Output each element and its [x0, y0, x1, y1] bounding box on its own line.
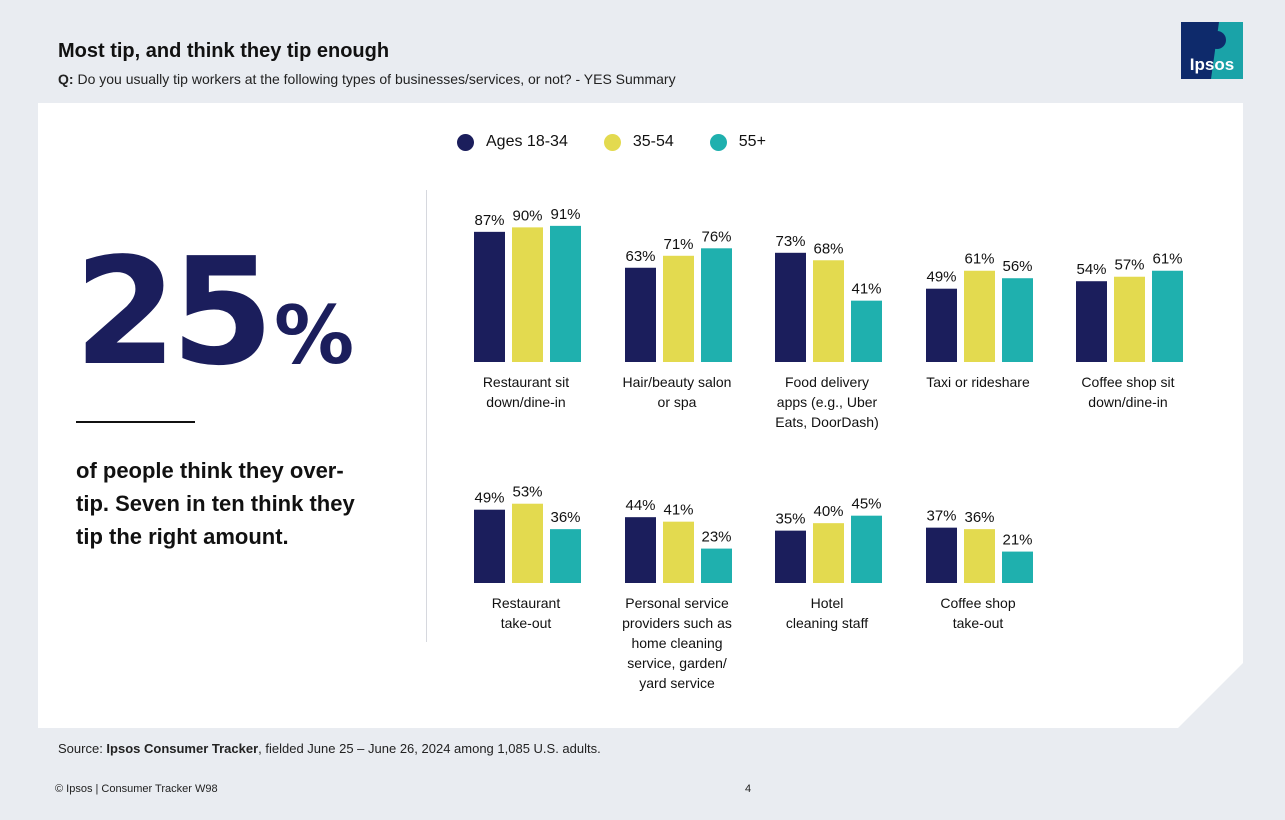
category-label-3: Food delivery apps (e.g., Uber Eats, DoorD… [752, 372, 902, 432]
question: Q: Do you usually tip workers at the fol… [58, 71, 676, 87]
category-label-line: take-out [500, 615, 552, 631]
logo-text: Ipsos [1190, 55, 1234, 74]
legend-dot-18-34 [457, 133, 474, 151]
category-label-line: Personal service [625, 595, 729, 611]
legend-label-18-34: Ages 18-34 [486, 133, 568, 150]
category-label-line: Hair/beauty salon [622, 374, 732, 390]
source-note: Source: Ipsos Consumer Tracker, fielded … [58, 741, 601, 756]
big-stat-percent: % [273, 289, 355, 382]
category-label-line: Hotel [810, 595, 844, 611]
category-label-line: providers such as [622, 615, 732, 631]
stat-description: of people think they over-tip. Seven in … [76, 458, 355, 549]
page-title: Most tip, and think they tip enough [58, 40, 390, 62]
question-text: Do you usually tip workers at the follow… [77, 71, 676, 87]
category-label-8: Hotel cleaning staff [752, 593, 902, 633]
category-label-7: Personal service providers such as home cl… [602, 593, 752, 693]
category-label-line: Coffee shop sit [1081, 374, 1175, 390]
legend-dot-55-plus [709, 133, 727, 151]
category-label-line: service, garden/ [627, 655, 727, 671]
legend-label-55-plus: 55+ [738, 133, 766, 150]
category-label-line: or spa [657, 394, 697, 410]
category-label-line: down/dine-in [486, 394, 566, 410]
category-label-line: cleaning staff [785, 615, 869, 631]
legend-item-35-54: 35-54 [603, 133, 674, 151]
source-name: Ipsos Consumer Tracker [106, 741, 259, 756]
category-label-1: Restaurant sit down/dine-in [451, 372, 601, 412]
category-label-line: down/dine-in [1088, 394, 1168, 410]
stat-divider [76, 421, 195, 423]
source-prefix: Source: [58, 741, 107, 756]
category-label-line: home cleaning [631, 635, 723, 651]
vertical-divider [426, 190, 427, 642]
legend-item-18-34: Ages 18-34 [457, 133, 568, 151]
chart-legend: Ages 18-34 35-54 55+ [457, 133, 802, 151]
legend-dot-35-54 [603, 133, 621, 151]
ipsos-logo: Ipsos [1181, 22, 1243, 79]
legend-item-55-plus: 55+ [709, 133, 766, 151]
category-label-2: Hair/beauty salon or spa [602, 372, 752, 412]
category-label-line: Coffee shop [940, 595, 1016, 611]
category-label-line: yard service [639, 675, 715, 691]
category-label-line: Eats, DoorDash) [775, 414, 879, 430]
category-label-line: Taxi or rideshare [926, 374, 1030, 390]
category-label-line: Food delivery [784, 374, 870, 390]
category-label-line: Restaurant sit [482, 374, 570, 390]
source-details: , fielded June 25 – June 26, 2024 among … [258, 741, 601, 756]
category-label-4: Taxi or rideshare [903, 372, 1053, 392]
category-label-9: Coffee shop take-out [903, 593, 1053, 633]
big-stat-value: 25 [74, 226, 274, 398]
page-number: 4 [745, 783, 752, 795]
category-label-line: apps (e.g., Uber [776, 394, 878, 410]
footer-copyright: © Ipsos | Consumer Tracker W98 [55, 783, 218, 795]
category-label-5: Coffee shop sit down/dine-in [1053, 372, 1203, 412]
big-stat-number: 25% [74, 238, 354, 386]
category-label-line: Restaurant [491, 595, 561, 611]
category-label-line: take-out [952, 615, 1004, 631]
legend-label-35-54: 35-54 [632, 133, 674, 150]
category-label-6: Restaurant take-out [451, 593, 601, 633]
question-prefix: Q: [58, 71, 74, 87]
logo-head-icon [1208, 31, 1226, 49]
